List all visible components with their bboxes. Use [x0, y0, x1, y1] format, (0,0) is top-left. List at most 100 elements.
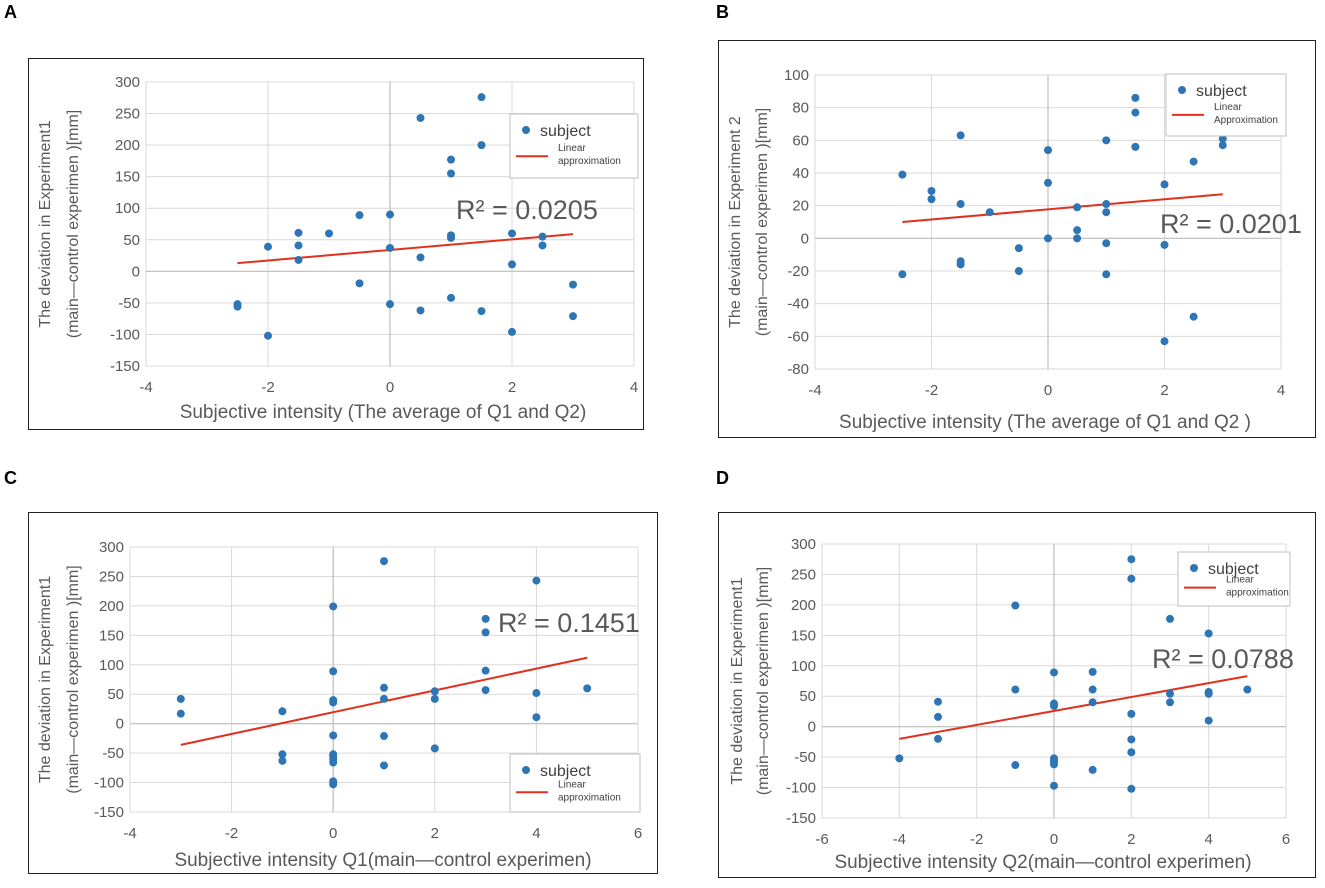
y-tick-label: 150: [791, 627, 816, 644]
panel-label-d: D: [716, 468, 729, 488]
x-tick-label: -6: [815, 831, 828, 848]
data-point: [1050, 701, 1058, 710]
data-point: [1166, 614, 1174, 623]
y-axis-label-line-2: (main—control experimen )[mm]: [754, 108, 771, 337]
data-point: [532, 689, 541, 698]
data-point: [325, 229, 333, 238]
y-tick-label: 300: [99, 539, 124, 556]
legend-box: [1177, 551, 1291, 607]
y-axis-label-line-1: The deviation in Experiment1: [37, 120, 54, 327]
data-point: [1131, 142, 1140, 151]
y-tick-label: 80: [792, 100, 809, 117]
data-point: [1218, 141, 1227, 150]
data-point: [477, 93, 486, 102]
y-tick-label: 100: [791, 658, 816, 675]
data-point: [1073, 234, 1082, 243]
data-point: [1204, 716, 1213, 725]
y-tick-label: 150: [99, 627, 124, 644]
data-point: [264, 331, 272, 340]
r-squared-label: R² = 0.0201: [1160, 209, 1302, 239]
x-axis-label: Subjective intensity Q2(main—control exp…: [834, 852, 1251, 873]
y-tick-label: 100: [99, 657, 124, 674]
data-point: [176, 709, 185, 718]
data-point: [386, 243, 394, 252]
data-point: [264, 242, 272, 251]
data-point: [386, 300, 394, 309]
data-point: [233, 302, 242, 311]
legend-point-marker: [1190, 564, 1198, 572]
y-tick-label: 250: [115, 106, 140, 123]
legend-label-subject: subject: [1208, 561, 1259, 578]
data-point: [481, 614, 490, 623]
y-tick-label: 20: [792, 198, 809, 215]
x-tick-label: -4: [123, 825, 136, 842]
data-point: [985, 208, 994, 217]
data-point: [329, 758, 338, 767]
data-point: [1102, 239, 1111, 248]
data-point: [294, 228, 303, 237]
x-tick-label: -2: [225, 825, 238, 842]
y-tick-label: -100: [786, 780, 816, 797]
data-point: [1088, 685, 1097, 694]
data-point: [1204, 629, 1213, 638]
data-point: [532, 713, 541, 722]
data-point: [477, 307, 486, 316]
data-point: [294, 255, 303, 264]
data-point: [329, 731, 338, 740]
y-tick-label: -50: [794, 749, 816, 766]
y-tick-label: 300: [791, 536, 816, 553]
y-axis-label-line-2: (main—control experimen )[mm]: [65, 110, 82, 339]
data-point: [329, 667, 338, 676]
data-point: [380, 694, 388, 703]
y-axis-label-line-1: The deviation in Experiment1: [37, 576, 54, 783]
y-tick-label: -50: [102, 745, 124, 762]
data-point: [927, 186, 936, 195]
data-point: [508, 260, 516, 269]
data-point: [1102, 270, 1111, 279]
y-axis-label-line-2: (main—control experimen )[mm]: [65, 565, 82, 794]
data-point: [1102, 200, 1111, 209]
data-point: [380, 557, 388, 566]
data-point: [1044, 234, 1052, 243]
y-tick-label: -150: [786, 810, 816, 827]
legend-label-approximation: approximation: [558, 792, 621, 803]
x-tick-label: 2: [431, 825, 439, 842]
data-point: [481, 628, 490, 637]
y-tick-label: 50: [123, 232, 140, 249]
data-point: [1131, 108, 1140, 117]
r-squared-label: R² = 0.0205: [456, 195, 598, 225]
legend-label-approximation: approximation: [1226, 588, 1289, 599]
x-axis-label: Subjective intensity (The average of Q1 …: [839, 412, 1251, 433]
y-axis-label-line-1: The deviation in Experiment1: [729, 577, 746, 784]
x-tick-label: 4: [1204, 831, 1212, 848]
y-tick-label: 0: [808, 719, 816, 736]
data-point: [1050, 781, 1058, 790]
data-point: [355, 211, 364, 220]
y-tick-label: 150: [115, 169, 140, 186]
y-tick-label: 200: [99, 598, 124, 615]
x-tick-label: 2: [1127, 831, 1135, 848]
data-point: [895, 754, 904, 763]
data-point: [278, 756, 287, 765]
y-tick-label: 200: [115, 137, 140, 154]
data-point: [430, 694, 439, 703]
data-point: [1160, 337, 1169, 346]
r-squared-label: R² = 0.1451: [498, 608, 640, 638]
data-point: [1189, 157, 1198, 166]
data-point: [1088, 667, 1097, 676]
chart-frame-c: [28, 512, 658, 874]
data-point: [1014, 244, 1023, 253]
x-axis-label: Subjective intensity Q1(main—control exp…: [174, 850, 591, 871]
legend-point-marker: [522, 126, 530, 134]
y-tick-label: 300: [115, 74, 140, 91]
legend-label-approximation: Approximation: [1214, 115, 1278, 126]
data-point: [1204, 689, 1213, 698]
data-point: [1127, 709, 1136, 718]
data-point: [1050, 668, 1058, 677]
data-point: [1127, 555, 1136, 564]
data-point: [1073, 226, 1082, 235]
data-point: [1127, 735, 1136, 744]
